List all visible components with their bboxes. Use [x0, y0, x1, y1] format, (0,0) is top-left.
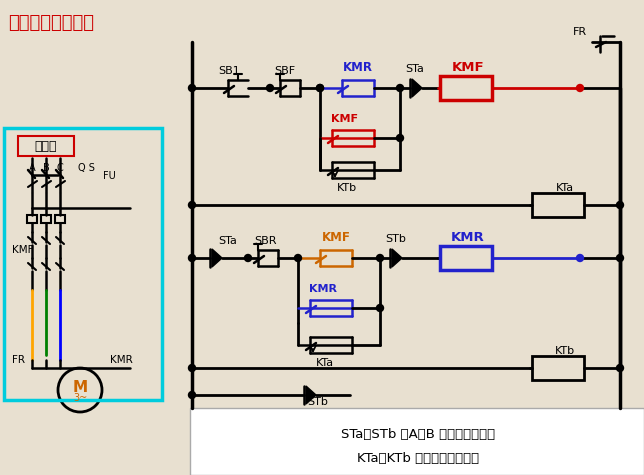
Text: KMR: KMR [309, 284, 337, 294]
Text: KTa、KTb 为两个时间继电器: KTa、KTb 为两个时间继电器 [357, 452, 479, 465]
Text: 运料小车控制电路: 运料小车控制电路 [8, 14, 94, 32]
Polygon shape [392, 249, 402, 267]
Circle shape [189, 255, 196, 262]
Text: SBF: SBF [274, 66, 296, 76]
Text: C: C [57, 163, 63, 173]
Text: KMR: KMR [343, 61, 373, 74]
Circle shape [616, 255, 623, 262]
Text: KMF: KMF [12, 245, 33, 255]
Text: STa、STb 为A、B 两端的限位开关: STa、STb 为A、B 两端的限位开关 [341, 428, 495, 441]
Circle shape [316, 85, 323, 92]
Bar [4, 128, 162, 400]
Text: B: B [43, 163, 50, 173]
Text: KTb: KTb [555, 346, 575, 356]
Circle shape [377, 304, 383, 312]
Text: STa: STa [218, 236, 237, 246]
Text: STb: STb [308, 397, 328, 407]
Bar [27, 215, 37, 223]
Bar [440, 76, 492, 100]
Text: KTa: KTa [556, 183, 574, 193]
Text: 3~: 3~ [73, 393, 87, 403]
Text: KTa: KTa [316, 358, 334, 368]
Text: Q S: Q S [77, 163, 95, 173]
Text: FU: FU [102, 171, 115, 181]
Circle shape [377, 255, 383, 262]
Text: KMR: KMR [451, 231, 485, 244]
Text: KTb: KTb [337, 183, 357, 193]
Text: M: M [72, 380, 88, 395]
Circle shape [189, 391, 196, 399]
Bar [41, 215, 51, 223]
Circle shape [189, 364, 196, 371]
Text: FR: FR [573, 27, 587, 37]
Circle shape [245, 255, 252, 262]
Circle shape [576, 255, 583, 262]
Text: KMR: KMR [110, 355, 133, 365]
Text: STb: STb [386, 234, 406, 244]
Bar [190, 408, 644, 475]
Text: KMF: KMF [451, 61, 484, 74]
Circle shape [316, 85, 323, 92]
Polygon shape [212, 249, 222, 267]
Circle shape [294, 255, 301, 262]
Polygon shape [306, 386, 316, 404]
Circle shape [397, 85, 404, 92]
Circle shape [267, 85, 274, 92]
Circle shape [616, 364, 623, 371]
Circle shape [576, 85, 583, 92]
Text: KMF: KMF [321, 231, 350, 244]
Text: A: A [29, 163, 35, 173]
Circle shape [189, 85, 196, 92]
Bar [55, 215, 65, 223]
Text: SB1: SB1 [218, 66, 240, 76]
Text: KMF: KMF [332, 114, 359, 124]
Polygon shape [412, 79, 422, 97]
Circle shape [189, 201, 196, 209]
Bar [440, 246, 492, 270]
Bar [18, 136, 74, 156]
Text: STa: STa [406, 64, 424, 74]
Text: 主回路: 主回路 [35, 141, 57, 153]
Bar [532, 193, 584, 217]
Text: FR: FR [12, 355, 25, 365]
Text: SBR: SBR [255, 236, 278, 246]
Circle shape [397, 134, 404, 142]
Circle shape [616, 201, 623, 209]
Bar [532, 356, 584, 380]
